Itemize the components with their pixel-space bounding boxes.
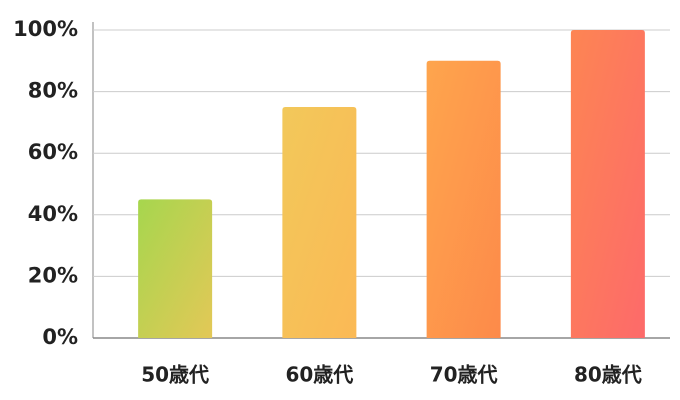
x-tick-label: 60歳代	[285, 363, 353, 387]
y-tick-label: 100%	[13, 17, 78, 41]
bar	[138, 199, 213, 338]
x-tick-label: 70歳代	[430, 363, 498, 387]
y-tick-label: 80%	[28, 79, 78, 103]
bar	[570, 30, 645, 338]
bar	[282, 107, 357, 338]
y-tick-label: 0%	[42, 325, 78, 349]
y-tick-label: 60%	[28, 140, 78, 164]
x-tick-label: 80歳代	[574, 363, 642, 387]
bar	[426, 60, 501, 339]
x-tick-label: 50歳代	[141, 363, 209, 387]
y-tick-label: 20%	[28, 263, 78, 287]
y-tick-label: 40%	[28, 202, 78, 226]
